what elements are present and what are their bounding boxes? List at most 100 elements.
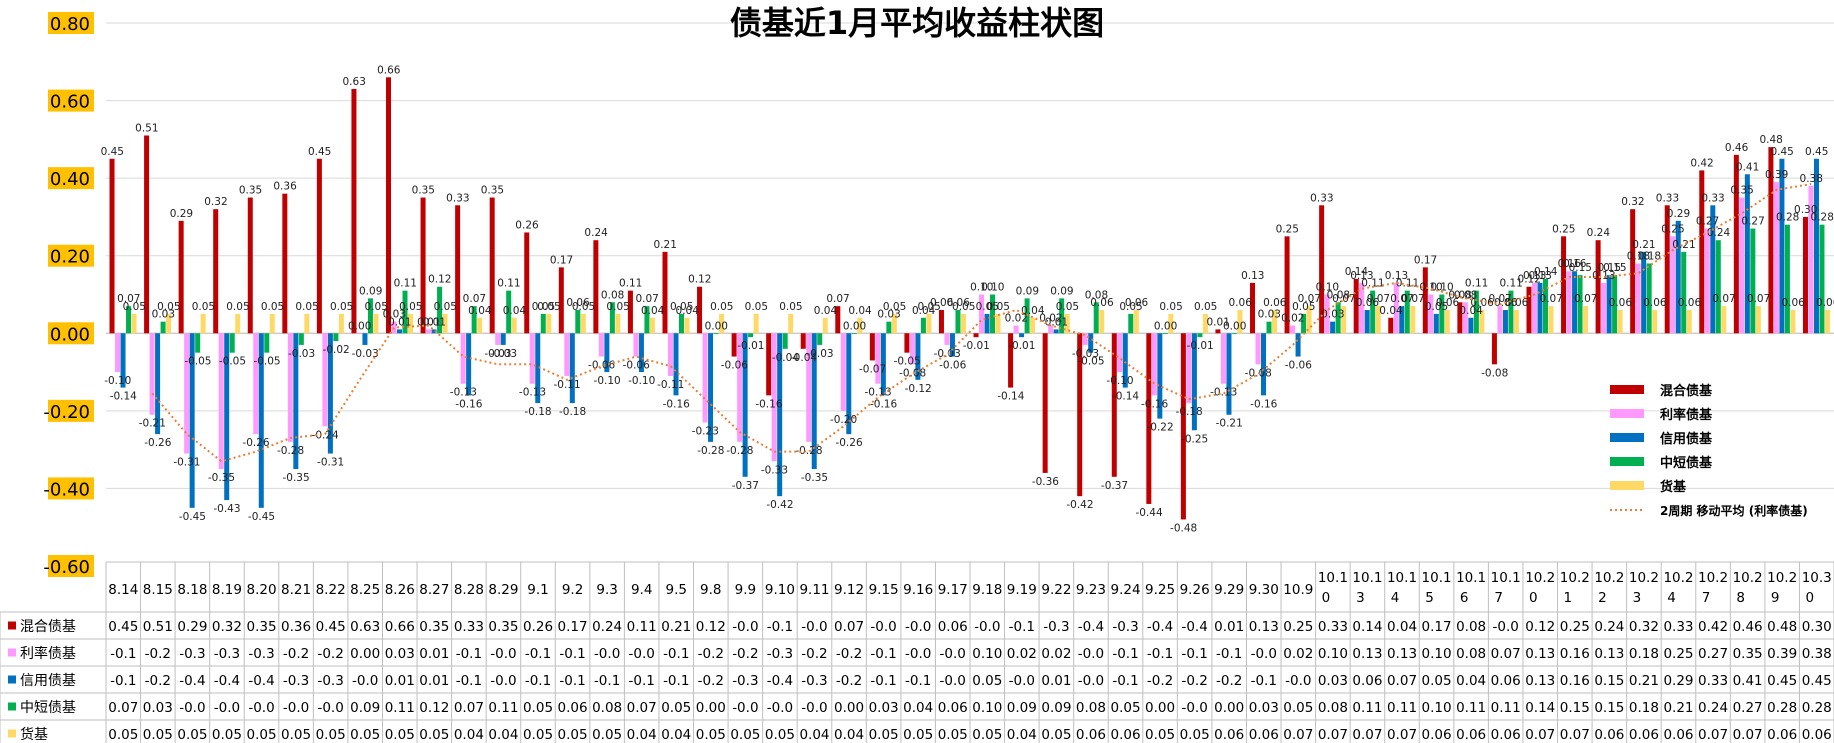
data-label: 0.35 [412,185,435,197]
table-header-cell: 8.29 [488,582,518,598]
bar [1162,333,1168,335]
bar [269,313,275,334]
bar [500,333,506,345]
data-label: 0.09 [1050,285,1073,297]
table-cell: 0.29 [177,619,207,635]
data-label: 0.07 [1401,293,1424,305]
bar [1819,224,1825,334]
data-label: 0.04 [1021,305,1045,317]
table-cell: 0.08 [1456,619,1486,635]
data-label: 0.00 [348,320,371,332]
data-label: 0.05 [606,301,629,313]
table-cell: 0.10 [972,646,1002,662]
table-cell: -0.0 [870,619,896,635]
data-label: 0.42 [1690,157,1713,169]
data-label: -0.06 [1285,360,1312,372]
table-cell: 0.05 [385,727,415,743]
table-header-cell: 9.15 [869,582,899,598]
table-cell: -0.0 [801,619,827,635]
table-row-swatch [8,675,16,684]
data-label: 0.07 [1367,293,1390,305]
table-cell: 0.05 [177,727,207,743]
legend-label: 利率债基 [1660,407,1713,423]
bar [1099,310,1105,334]
data-label: 0.15 [1569,262,1592,274]
bar [149,333,155,415]
data-label: 0.01 [423,316,446,328]
bar [1704,228,1710,334]
table-header-cell: 10.3 [1802,570,1832,586]
table-cell: 0.11 [627,619,657,635]
data-label: -0.28 [726,445,753,457]
table-cell: 0.07 [1283,727,1313,743]
table-cell: 0.11 [1456,700,1486,716]
table-cell: -0.3 [767,646,793,662]
bar [1768,147,1774,334]
bar [1117,333,1123,373]
bar [535,333,541,404]
table-cell: 0.24 [1698,700,1728,716]
table-cell: 0.11 [1387,700,1417,716]
data-label: 0.06 [1090,297,1114,309]
data-label: -0.13 [450,387,477,399]
bar [1779,158,1785,334]
data-label: 0.27 [1696,216,1719,228]
data-label: 0.66 [377,64,401,76]
table-cell: 0.07 [1698,727,1728,743]
table-cell: -0.0 [1251,646,1277,662]
data-label: 0.06 [930,297,954,309]
bar [1710,205,1716,334]
data-label: 0.06 [566,297,590,309]
bar [673,333,679,396]
data-label: 0.28 [1776,212,1799,224]
data-label: 0.08 [1327,289,1350,301]
table-cell: -0.1 [456,673,482,689]
table-cell: 0.07 [627,700,657,716]
data-label: -0.16 [455,398,482,410]
bar [1473,290,1479,334]
bar [356,333,362,335]
bar [1335,302,1341,334]
table-cell: 0.35 [1733,646,1763,662]
data-label: -0.35 [282,472,309,484]
table-cell: 0.02 [1041,646,1071,662]
data-label: 0.18 [1627,250,1650,262]
bar [298,333,304,345]
bar [684,317,690,334]
table-cell: 0.18 [1629,646,1659,662]
bar [1220,333,1226,384]
table-header-cell: 9.3 [596,582,617,598]
bar [1226,333,1232,415]
data-label: 0.11 [497,278,520,290]
data-label: 0.07 [1390,293,1413,305]
data-label: 0.45 [1770,146,1793,158]
table-cell: -0.0 [1181,700,1207,716]
bar [397,329,403,334]
table-header-cell: 8.22 [316,582,346,598]
y-tick-label: -0.60 [43,557,90,578]
data-label: -0.05 [219,356,246,368]
data-label: -0.22 [1146,422,1173,434]
table-cell: 0.05 [730,727,760,743]
bar [1491,333,1497,365]
data-label: 0.24 [1587,227,1611,239]
table-cell: 0.05 [419,727,449,743]
bar [835,306,841,334]
bar [224,333,230,501]
y-axis: 0.80 0.60 0.40 0.20 0.00 -0.20 -0.40 -0.60 [43,12,94,578]
bar [1617,310,1623,334]
table-cell: -0.0 [1493,619,1519,635]
bar [166,313,172,334]
bar [362,333,368,345]
table-header-cell-wrap: 7 [1494,590,1503,606]
data-label: 0.05 [952,301,975,313]
table-header-cell: 8.28 [454,582,484,598]
bar [938,310,944,334]
data-label: -0.10 [628,375,655,387]
data-label: 0.33 [1310,192,1333,204]
table-cell: 0.07 [1491,646,1521,662]
bar [748,333,754,338]
table-cell: 0.06 [1594,727,1624,743]
bar [1231,333,1237,335]
data-label: 0.14 [1534,266,1558,278]
